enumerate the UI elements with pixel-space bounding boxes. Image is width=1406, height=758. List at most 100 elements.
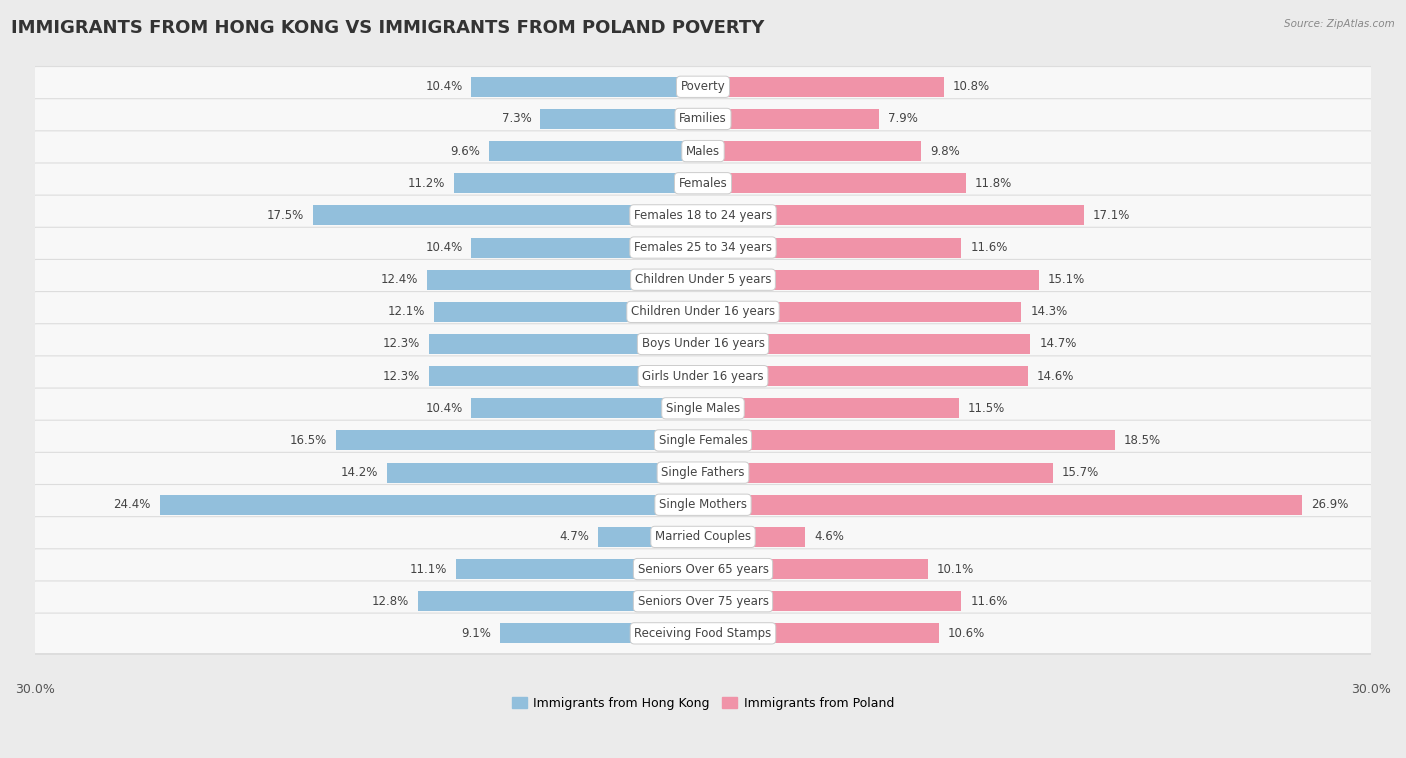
FancyBboxPatch shape	[32, 582, 1374, 623]
Text: 7.9%: 7.9%	[887, 112, 918, 125]
FancyBboxPatch shape	[32, 421, 1374, 462]
Text: 12.4%: 12.4%	[381, 273, 418, 287]
Text: 10.8%: 10.8%	[952, 80, 990, 93]
Bar	[429, 334, 703, 354]
Text: Seniors Over 75 years: Seniors Over 75 years	[637, 595, 769, 608]
Text: Source: ZipAtlas.com: Source: ZipAtlas.com	[1284, 19, 1395, 29]
Legend: Immigrants from Hong Kong, Immigrants from Poland: Immigrants from Hong Kong, Immigrants fr…	[508, 692, 898, 715]
Bar	[703, 109, 879, 129]
FancyBboxPatch shape	[32, 486, 1374, 526]
Text: Single Females: Single Females	[658, 434, 748, 447]
Text: 9.6%: 9.6%	[450, 145, 481, 158]
Text: 18.5%: 18.5%	[1123, 434, 1161, 447]
Bar	[703, 495, 1302, 515]
FancyBboxPatch shape	[32, 517, 1374, 557]
Text: Females: Females	[679, 177, 727, 190]
Text: Single Fathers: Single Fathers	[661, 466, 745, 479]
FancyBboxPatch shape	[32, 550, 1374, 590]
Bar	[471, 237, 703, 258]
FancyBboxPatch shape	[32, 163, 1374, 203]
Bar	[703, 366, 1028, 386]
FancyBboxPatch shape	[32, 259, 1374, 300]
FancyBboxPatch shape	[32, 99, 1374, 139]
Text: Males: Males	[686, 145, 720, 158]
Text: Receiving Food Stamps: Receiving Food Stamps	[634, 627, 772, 640]
Text: 4.7%: 4.7%	[560, 531, 589, 543]
Bar	[703, 559, 928, 579]
Bar	[599, 527, 703, 547]
Text: Families: Families	[679, 112, 727, 125]
FancyBboxPatch shape	[32, 195, 1374, 236]
Bar	[703, 174, 966, 193]
Bar	[703, 302, 1021, 322]
FancyBboxPatch shape	[32, 390, 1374, 430]
Text: 14.6%: 14.6%	[1038, 370, 1074, 383]
Bar	[703, 623, 939, 644]
Bar	[703, 334, 1031, 354]
FancyBboxPatch shape	[32, 261, 1374, 301]
FancyBboxPatch shape	[32, 388, 1374, 428]
Text: Married Couples: Married Couples	[655, 531, 751, 543]
Text: 11.8%: 11.8%	[974, 177, 1012, 190]
Text: 14.2%: 14.2%	[340, 466, 378, 479]
Bar	[429, 366, 703, 386]
Text: Boys Under 16 years: Boys Under 16 years	[641, 337, 765, 350]
Text: 7.3%: 7.3%	[502, 112, 531, 125]
FancyBboxPatch shape	[32, 613, 1374, 653]
Text: 26.9%: 26.9%	[1310, 498, 1348, 511]
Bar	[314, 205, 703, 225]
FancyBboxPatch shape	[32, 292, 1374, 332]
Bar	[703, 77, 943, 97]
Bar	[456, 559, 703, 579]
Bar	[433, 302, 703, 322]
FancyBboxPatch shape	[32, 615, 1374, 655]
Bar	[703, 591, 962, 611]
Text: 11.5%: 11.5%	[967, 402, 1005, 415]
FancyBboxPatch shape	[32, 453, 1374, 493]
Bar	[387, 462, 703, 483]
Text: 12.1%: 12.1%	[387, 305, 425, 318]
Text: 14.7%: 14.7%	[1039, 337, 1077, 350]
Bar	[703, 237, 962, 258]
Text: 11.6%: 11.6%	[970, 241, 1008, 254]
Text: 9.8%: 9.8%	[931, 145, 960, 158]
FancyBboxPatch shape	[32, 356, 1374, 396]
FancyBboxPatch shape	[32, 67, 1374, 108]
Bar	[703, 398, 959, 418]
Text: Females 18 to 24 years: Females 18 to 24 years	[634, 209, 772, 222]
Text: Single Mothers: Single Mothers	[659, 498, 747, 511]
Text: 4.6%: 4.6%	[814, 531, 844, 543]
Bar	[540, 109, 703, 129]
FancyBboxPatch shape	[32, 453, 1374, 494]
Bar	[160, 495, 703, 515]
Bar	[501, 623, 703, 644]
Text: 10.4%: 10.4%	[425, 80, 463, 93]
FancyBboxPatch shape	[32, 549, 1374, 589]
Text: Females 25 to 34 years: Females 25 to 34 years	[634, 241, 772, 254]
Bar	[418, 591, 703, 611]
Bar	[703, 141, 921, 161]
Text: 24.4%: 24.4%	[114, 498, 150, 511]
Text: 10.4%: 10.4%	[425, 241, 463, 254]
Bar	[336, 431, 703, 450]
Text: 14.3%: 14.3%	[1031, 305, 1067, 318]
Bar	[703, 527, 806, 547]
FancyBboxPatch shape	[32, 100, 1374, 140]
Text: Seniors Over 65 years: Seniors Over 65 years	[637, 562, 769, 575]
Text: 15.1%: 15.1%	[1047, 273, 1085, 287]
Text: 11.2%: 11.2%	[408, 177, 444, 190]
FancyBboxPatch shape	[32, 131, 1374, 171]
FancyBboxPatch shape	[32, 227, 1374, 268]
Text: Poverty: Poverty	[681, 80, 725, 93]
FancyBboxPatch shape	[32, 293, 1374, 334]
FancyBboxPatch shape	[32, 132, 1374, 173]
Text: 12.3%: 12.3%	[382, 337, 420, 350]
FancyBboxPatch shape	[32, 324, 1374, 365]
Text: 10.6%: 10.6%	[948, 627, 986, 640]
Bar	[703, 462, 1053, 483]
FancyBboxPatch shape	[32, 420, 1374, 461]
Text: 16.5%: 16.5%	[290, 434, 326, 447]
Bar	[454, 174, 703, 193]
FancyBboxPatch shape	[32, 229, 1374, 269]
Text: 9.1%: 9.1%	[461, 627, 492, 640]
